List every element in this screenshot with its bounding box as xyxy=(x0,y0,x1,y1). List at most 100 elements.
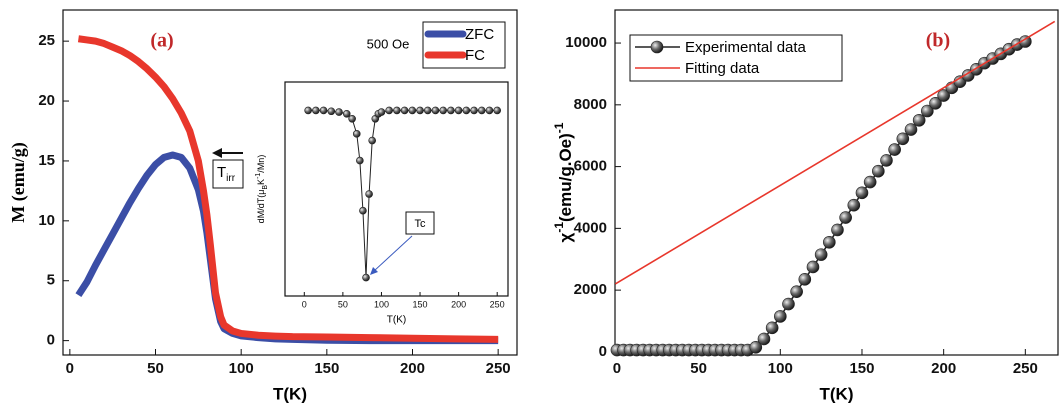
label-part: -1 xyxy=(255,173,262,179)
annotation: Tirr xyxy=(217,164,236,184)
data-point xyxy=(888,143,901,156)
x-tick-label: 50 xyxy=(147,360,164,377)
label-part: B xyxy=(262,185,269,190)
data-point xyxy=(863,175,877,189)
y-axis-label: dM/dT(μBK-1/Mn) xyxy=(255,155,269,224)
x-tick-label: 100 xyxy=(768,360,793,377)
series-line xyxy=(616,40,1026,351)
data-point xyxy=(393,106,401,115)
data-point xyxy=(798,273,812,286)
data-point xyxy=(896,132,910,146)
data-point xyxy=(782,297,795,311)
series-line xyxy=(77,35,499,343)
data-point xyxy=(439,106,447,115)
data-point xyxy=(447,106,455,115)
data-point xyxy=(477,106,486,115)
legend-label: Experimental data xyxy=(685,39,807,56)
data-point xyxy=(327,107,336,116)
data-point xyxy=(749,340,763,354)
x-axis-label: T(K) xyxy=(820,384,854,403)
data-point xyxy=(319,106,328,115)
x-tick-label: 0 xyxy=(613,360,621,377)
x-tick-label: 250 xyxy=(1013,360,1038,377)
legend-marker xyxy=(650,40,664,54)
data-point xyxy=(470,106,478,115)
data-point xyxy=(921,104,934,118)
data-point xyxy=(823,235,836,249)
x-tick-label: 200 xyxy=(931,360,956,377)
data-point xyxy=(839,211,852,224)
y-tick-label: 15 xyxy=(38,152,55,169)
x-tick-label: 100 xyxy=(374,299,389,309)
data-point xyxy=(757,332,771,346)
annotation-box xyxy=(405,211,435,235)
x-tick-label: 50 xyxy=(690,360,707,377)
annotation-arrowhead xyxy=(370,267,378,275)
y-tick-label: 5 xyxy=(47,272,55,289)
series-line xyxy=(614,20,1056,285)
y-tick-label: 4000 xyxy=(574,219,607,236)
plot-frame xyxy=(614,9,1059,356)
y-tick-label: 20 xyxy=(38,92,55,109)
annotation-arrowhead xyxy=(212,148,222,158)
data-point xyxy=(912,113,926,127)
data-point xyxy=(929,96,942,110)
data-point xyxy=(847,198,861,212)
data-point xyxy=(880,154,893,167)
data-point xyxy=(904,123,918,136)
data-point xyxy=(431,106,440,115)
legend-label: FC xyxy=(465,47,485,64)
x-tick-label: 0 xyxy=(302,299,307,309)
label-part: dM/dT(μ xyxy=(256,190,266,224)
y-axis-label: χ-1(emu/g.Oe)-1 xyxy=(552,122,575,242)
data-point xyxy=(765,321,779,335)
x-tick-label: 200 xyxy=(451,299,466,309)
data-point xyxy=(400,106,409,115)
data-point xyxy=(352,130,361,138)
legend-box xyxy=(629,34,843,82)
x-tick-label: 150 xyxy=(314,360,339,377)
data-point xyxy=(385,106,393,115)
data-point xyxy=(814,248,828,261)
x-axis-label: T(K) xyxy=(387,315,406,326)
x-tick-label: 0 xyxy=(66,360,74,377)
label-part: -1 xyxy=(552,122,566,133)
y-axis-label: M (emu/g) xyxy=(8,142,29,222)
y-tick-label: 10000 xyxy=(565,34,607,51)
data-point xyxy=(872,164,885,178)
data-point xyxy=(408,106,417,115)
annotation-box xyxy=(212,159,244,189)
x-tick-label: 100 xyxy=(229,360,254,377)
data-point xyxy=(774,310,787,323)
label-part: -1 xyxy=(552,222,566,233)
y-tick-label: 25 xyxy=(38,32,55,49)
y-tick-label: 0 xyxy=(47,332,55,349)
legend-box xyxy=(422,21,506,69)
y-tick-label: 8000 xyxy=(574,96,607,113)
y-tick-label: 10 xyxy=(38,212,55,229)
data-point xyxy=(335,108,343,116)
label-part: /Mn) xyxy=(256,155,266,173)
data-point xyxy=(493,106,501,115)
data-point xyxy=(359,206,367,215)
field-label: 500 Oe xyxy=(367,36,410,51)
data-point xyxy=(368,136,376,145)
data-point xyxy=(423,106,432,115)
data-point xyxy=(348,114,356,123)
plot-frame xyxy=(284,81,509,297)
data-point xyxy=(937,89,950,102)
x-axis-label: T(K) xyxy=(273,384,307,403)
x-tick-label: 50 xyxy=(338,299,348,309)
panel-label: (a) xyxy=(150,30,173,52)
data-point xyxy=(462,106,471,115)
label-part: K xyxy=(256,179,266,185)
panel-label: (b) xyxy=(926,30,950,52)
data-point xyxy=(304,106,312,115)
data-point xyxy=(485,106,494,115)
annotation-sub: irr xyxy=(226,173,236,184)
data-point xyxy=(312,106,320,115)
annotation-main: T xyxy=(217,164,226,181)
label-part: (emu/g.Oe) xyxy=(556,133,575,222)
